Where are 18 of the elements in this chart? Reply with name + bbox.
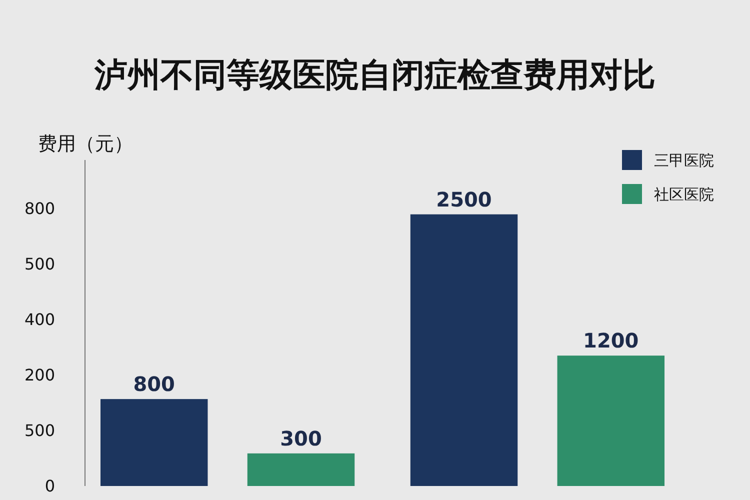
text: 400 (24, 310, 55, 330)
data-label: 300 (280, 426, 322, 450)
data-label: 800 (133, 372, 175, 396)
text: 200 (24, 366, 55, 385)
data-label: 2500 (436, 187, 492, 212)
text: 500 (24, 421, 55, 440)
text: 500 (24, 254, 55, 274)
bar (557, 356, 665, 486)
y-axis-title: 费用（元） (38, 133, 133, 155)
bar (410, 214, 518, 486)
bar (247, 453, 355, 486)
data-label: 1200 (583, 328, 639, 353)
chart-title: 泸州不同等级医院自闭症检查费用对比 (94, 55, 656, 94)
text: 0 (44, 476, 55, 496)
legend-label: 三甲医院 (654, 151, 714, 170)
legend-label: 社区医院 (654, 185, 714, 204)
text: 800 (24, 199, 55, 218)
bar (100, 399, 208, 486)
